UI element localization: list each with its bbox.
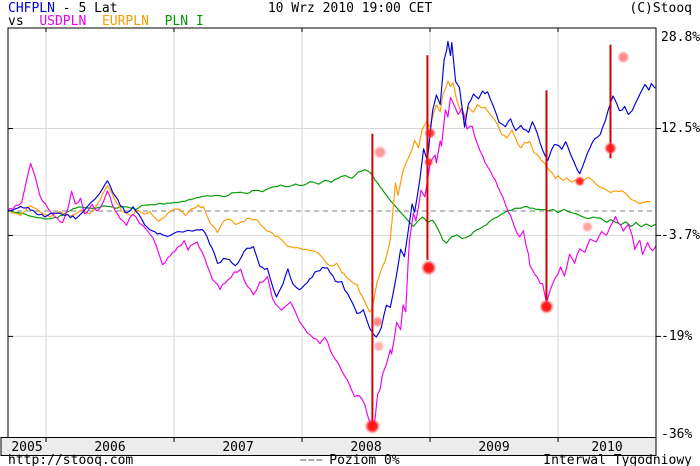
year-label: 2009 [478, 440, 510, 455]
y-tick-label: 12.5% [661, 121, 700, 136]
event-marker-dot [372, 340, 385, 353]
event-marker-dot [364, 418, 381, 435]
series-line-chfpln [8, 40, 656, 338]
year-label: 2006 [94, 440, 126, 455]
series-line-usdpln [8, 96, 656, 427]
series-line-eurpln [8, 80, 651, 313]
chart-footer: http://stooq.com Poziom 0% Interwal Tygo… [0, 454, 700, 466]
legend-usdpln[interactable]: USDPLN [39, 14, 87, 29]
chart-header: CHFPLN - 5 Lat 10 Wrz 2010 19:00 CET (C)… [0, 2, 700, 15]
event-marker-dot [373, 145, 388, 160]
series-group [8, 40, 656, 427]
year-label: 2005 [11, 440, 43, 455]
event-marker-dot [603, 141, 617, 155]
legend-pln-i[interactable]: PLN_I [164, 14, 204, 29]
event-marker-dot [538, 299, 554, 315]
year-label: 2010 [591, 440, 623, 455]
y-tick-label: -36% [661, 426, 693, 442]
x-axis-strip [0, 437, 657, 456]
site-url[interactable]: http://stooq.com [8, 453, 134, 466]
y-tick-label: -19% [661, 328, 693, 344]
event-marker-dot [420, 259, 437, 276]
legend-eurpln[interactable]: EURPLN [101, 14, 149, 29]
event-marker-dot [424, 127, 436, 140]
y-tick-label: 28.8% [661, 29, 700, 45]
chart-period-label: - 5 Lat [54, 1, 118, 16]
year-label: 2008 [350, 440, 382, 455]
event-marker-dot [581, 220, 594, 233]
chart-datetime: 10 Wrz 2010 19:00 CET [267, 1, 433, 16]
copyright-label: (C)Stooq [629, 1, 692, 16]
y-tick-label: -3.7% [661, 227, 700, 243]
comparison-legend: vs USDPLN EURPLN PLN_I [0, 15, 700, 28]
event-marker-dot [423, 157, 434, 168]
chart-symbol[interactable]: CHFPLN [8, 1, 55, 16]
vs-label: vs [8, 14, 24, 29]
interval-label: Interwal Tygodniowy [543, 453, 692, 466]
event-marker-dot [574, 175, 586, 187]
event-marker-dot [371, 315, 384, 328]
plot-border [7, 27, 657, 438]
zero-line-dash-icon [300, 458, 323, 461]
event-marker-dot [616, 50, 630, 64]
zero-line-label: Poziom 0% [329, 453, 400, 466]
year-label: 2007 [222, 440, 254, 455]
series-line-pln_i [8, 169, 656, 244]
